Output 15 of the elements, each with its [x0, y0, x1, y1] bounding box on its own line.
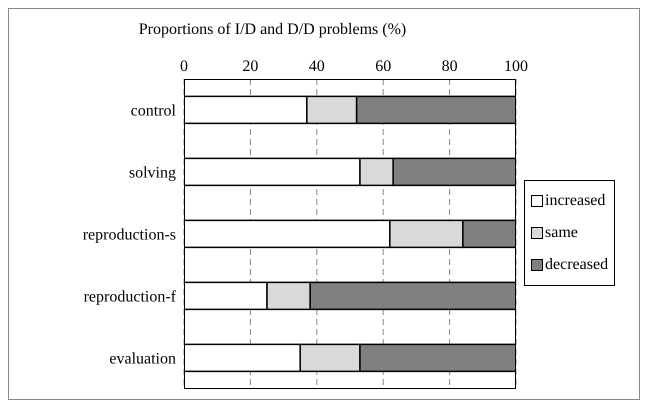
x-tick-label: 100	[504, 58, 528, 75]
legend-label: same	[545, 223, 578, 243]
chart-title: Proportions of I/D and D/D problems (%)	[138, 20, 408, 40]
legend-label: decreased	[545, 255, 608, 275]
y-tick-label: reproduction-f	[84, 288, 177, 306]
x-tick-label: 40	[308, 58, 325, 75]
y-tick-label: reproduction-s	[82, 226, 176, 244]
x-tick-label: 20	[242, 58, 258, 75]
y-tick-label: evaluation	[109, 350, 176, 368]
y-tick-label: control	[130, 102, 177, 120]
legend-label: increased	[545, 191, 606, 211]
x-tick-label: 80	[442, 58, 458, 75]
y-tick-label: solving	[128, 164, 176, 182]
x-tick-label: 60	[375, 58, 392, 75]
x-tick-label: 0	[180, 58, 188, 75]
